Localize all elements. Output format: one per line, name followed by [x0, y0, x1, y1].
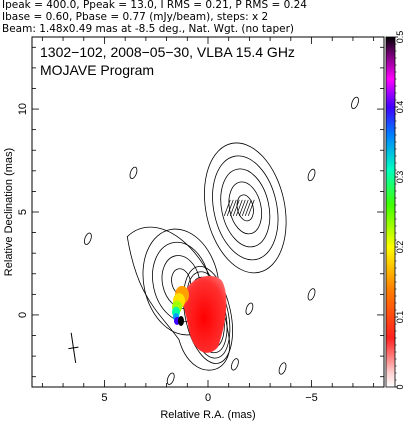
plot-title: 1302−102, 2008−05−30, VLBA 15.4 GHz — [40, 44, 295, 60]
polarization-vector — [238, 199, 246, 217]
contour-envelope — [126, 226, 231, 371]
contour-outer-jet — [236, 194, 254, 222]
polarization-vector — [229, 199, 237, 217]
header-line-2: Ibase = 0.60, Pbase = 0.77 (mJy/beam), s… — [2, 11, 269, 23]
noise-contour — [245, 302, 254, 315]
noise-contour — [351, 96, 359, 110]
contour-outer-jet — [228, 181, 263, 235]
x-tick-label: 0 — [205, 392, 211, 404]
polarization-vector — [232, 199, 240, 217]
y-axis-label: Relative Declination (mas) — [3, 148, 15, 276]
header-line-3: Beam: 1.48x0.49 mas at -8.5 deg., Nat. W… — [2, 23, 295, 35]
contour-outer-jet — [220, 168, 271, 248]
noise-contour — [307, 288, 316, 301]
noise-contour — [84, 232, 92, 245]
colorbar — [385, 36, 396, 388]
contour-outer-jet — [212, 155, 279, 261]
y-tick-label: 5 — [17, 209, 29, 215]
polarization-vector — [247, 199, 255, 217]
polarization-vector — [226, 199, 234, 217]
colorbar-tick-label: 0.1 — [395, 311, 405, 324]
polarization-intensity-core — [182, 275, 227, 353]
polarization-intensity-peak — [178, 315, 184, 326]
colorbar-tick-label: 0.3 — [395, 171, 405, 184]
colorbar-tick-label: 0.5 — [395, 31, 405, 44]
colorbar-tick-label: 0.4 — [395, 101, 405, 114]
noise-contour — [166, 372, 175, 385]
x-tick-label: 5 — [101, 392, 107, 404]
noise-contour — [307, 168, 316, 182]
contour-core — [183, 265, 233, 364]
noise-contour — [129, 166, 138, 180]
beam-marker — [68, 332, 79, 364]
colorbar-tick-label: 0 — [395, 384, 405, 389]
header-line-1: Ipeak = 400.0, Ppeak = 13.0, I RMS = 0.2… — [2, 0, 307, 11]
colorbar-tick-label: 0.2 — [395, 241, 405, 254]
polarization-vector — [244, 199, 252, 217]
y-tick-label: 0 — [17, 312, 29, 318]
x-tick-label: −5 — [305, 392, 318, 404]
x-axis-label: Relative R.A. (mas) — [160, 409, 255, 421]
plot-subtitle: MOJAVE Program — [40, 62, 154, 78]
noise-contour — [231, 358, 239, 371]
polarization-vector — [223, 199, 231, 217]
polarization-vector — [235, 199, 243, 217]
polarization-vector — [241, 199, 249, 217]
contour-outer-jet — [204, 142, 287, 274]
noise-contour — [278, 362, 287, 375]
y-tick-label: 10 — [17, 103, 29, 115]
